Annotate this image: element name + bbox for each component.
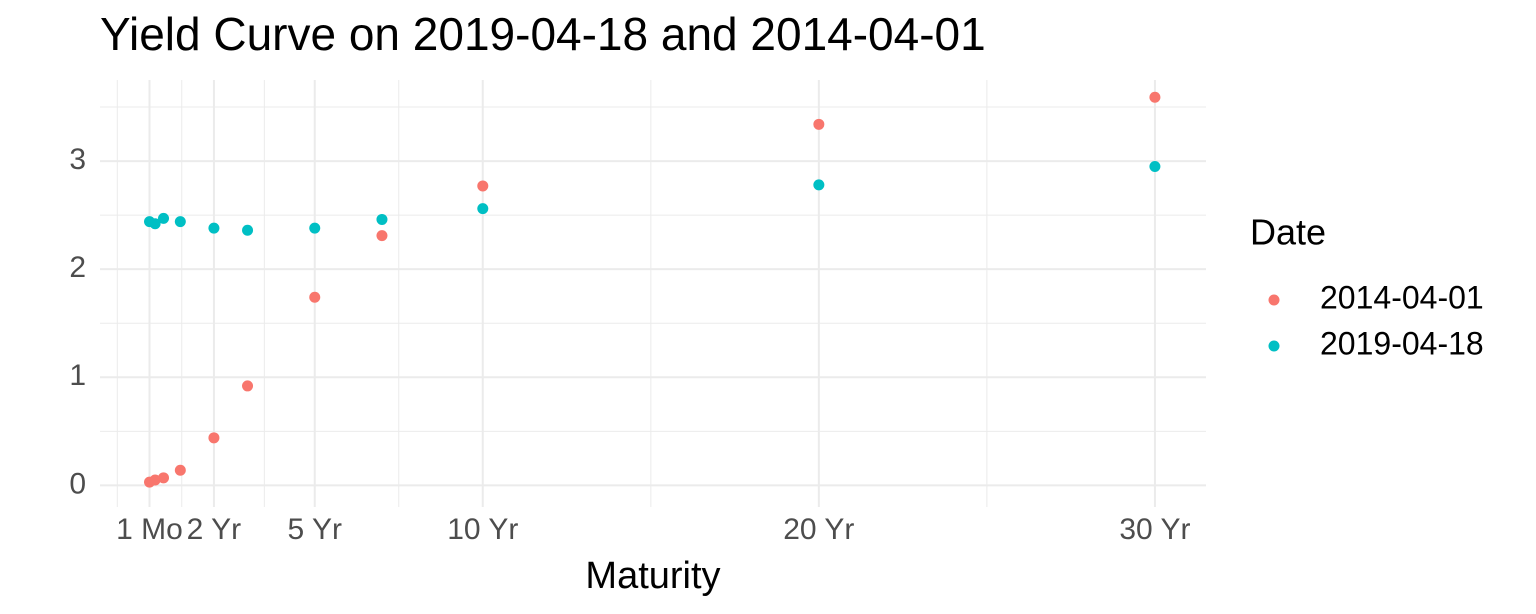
legend-marker xyxy=(1268,340,1280,352)
point xyxy=(1149,160,1161,172)
point xyxy=(477,203,489,215)
point xyxy=(208,432,220,444)
point xyxy=(174,464,186,476)
y-tick-label: 0 xyxy=(69,467,86,500)
chart-title: Yield Curve on 2019-04-18 and 2014-04-01 xyxy=(100,8,986,60)
legend-label: 2014-04-01 xyxy=(1320,279,1484,315)
legend-title: Date xyxy=(1250,212,1326,253)
point xyxy=(242,224,254,236)
y-tick-label: 3 xyxy=(69,143,86,176)
point xyxy=(376,230,388,242)
point xyxy=(477,180,489,192)
point xyxy=(149,474,161,486)
point xyxy=(813,118,825,130)
x-tick-label: 1 Mo xyxy=(116,513,183,546)
point xyxy=(174,216,186,228)
point xyxy=(208,222,220,234)
point xyxy=(376,213,388,225)
point xyxy=(149,218,161,230)
x-tick-label: 10 Yr xyxy=(447,513,518,546)
legend-marker xyxy=(1268,294,1280,306)
point xyxy=(309,291,321,303)
point xyxy=(813,179,825,191)
y-tick-label: 2 xyxy=(69,251,86,284)
y-tick-label: 1 xyxy=(69,359,86,392)
x-tick-label: 20 Yr xyxy=(783,513,854,546)
x-axis-title: Maturity xyxy=(585,555,720,597)
x-tick-label: 5 Yr xyxy=(288,513,342,546)
point xyxy=(158,472,170,484)
x-tick-label: 30 Yr xyxy=(1119,513,1190,546)
point xyxy=(242,380,254,392)
point xyxy=(309,222,321,234)
x-tick-label: 2 Yr xyxy=(187,513,241,546)
point xyxy=(1149,91,1161,103)
point xyxy=(158,212,170,224)
legend-label: 2019-04-18 xyxy=(1320,325,1484,361)
